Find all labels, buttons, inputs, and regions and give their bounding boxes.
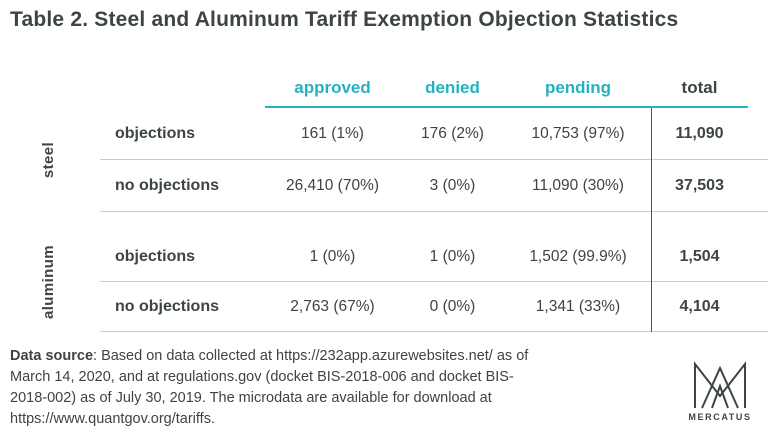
total-column-divider [651,108,652,332]
table-row-steel-objections: objections 161 (1%) 176 (2%) 10,753 (97%… [100,108,768,160]
cell-approved: 1 (0%) [309,247,356,265]
group-label-steel: steel [40,141,57,179]
cell-approved: 161 (1%) [301,124,364,142]
cell-pending: 1,502 (99.9%) [529,247,627,265]
col-header-approved: approved [294,78,371,97]
row-label: no objections [115,297,219,315]
group-gap [0,212,768,232]
table-row-aluminum-no-objections: no objections 2,763 (67%) 0 (0%) 1,341 (… [100,282,768,332]
cell-total: 4,104 [679,297,720,315]
cell-denied: 3 (0%) [429,176,476,194]
statistics-table: approved denied pending total objections… [0,70,768,332]
col-header-pending: pending [544,78,612,97]
cell-total: 11,090 [675,124,724,142]
row-label: no objections [115,176,219,194]
group-label-aluminum: aluminum [40,244,57,320]
row-label: objections [115,247,196,265]
table-row-steel-no-objections: no objections 26,410 (70%) 3 (0%) 11,090… [100,160,768,212]
cell-pending: 1,341 (33%) [535,297,621,315]
cell-denied: 0 (0%) [429,297,476,315]
header-underline [265,106,748,108]
cell-total: 1,504 [679,247,720,265]
cell-denied: 176 (2%) [421,124,484,142]
cell-pending: 10,753 (97%) [531,124,625,142]
row-label: objections [115,124,196,142]
col-header-denied: denied [425,78,480,97]
table-header-row: approved denied pending total [100,70,768,106]
data-source-text: : Based on data collected at https://232… [10,348,529,427]
cell-total: 37,503 [675,176,724,194]
data-source-note: Data source: Based on data collected at … [10,346,530,430]
data-source-label: Data source [10,348,94,364]
mercatus-m-icon [680,358,760,410]
col-header-total: total [681,78,718,97]
page-title: Table 2. Steel and Aluminum Tariff Exemp… [10,8,679,31]
cell-approved: 26,410 (70%) [285,176,380,194]
cell-pending: 11,090 (30%) [532,176,624,194]
cell-approved: 2,763 (67%) [290,297,375,315]
mercatus-wordmark: MERCATUS [688,412,752,422]
cell-denied: 1 (0%) [429,247,476,265]
table-row-aluminum-objections: objections 1 (0%) 1 (0%) 1,502 (99.9%) 1… [100,232,768,282]
mercatus-logo: MERCATUS [680,358,760,422]
